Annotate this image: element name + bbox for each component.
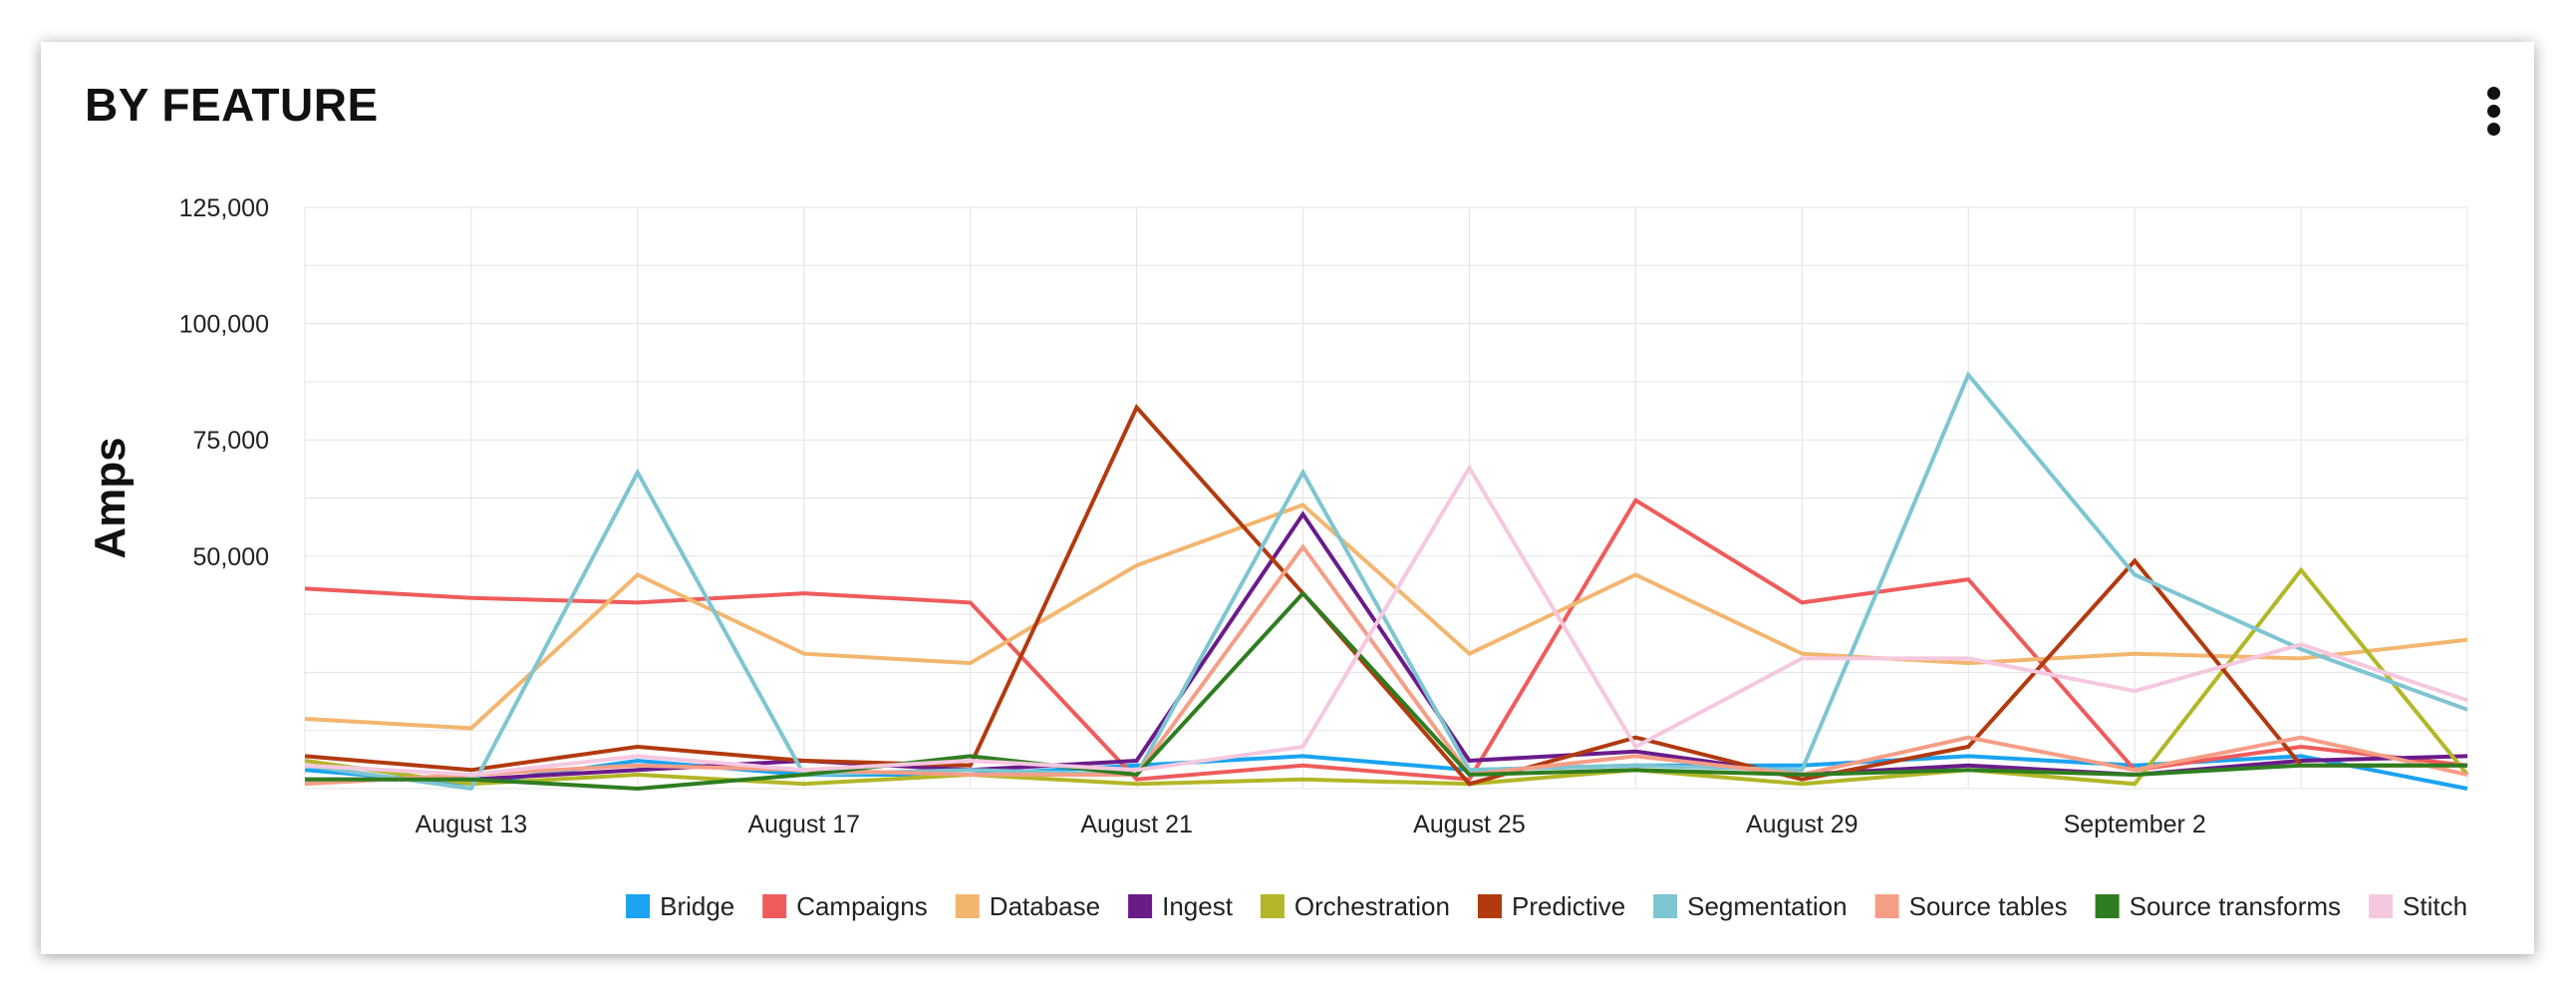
legend-swatch-stitch xyxy=(2369,894,2393,918)
legend-swatch-ingest xyxy=(1128,894,1153,918)
legend-item-stitch: Stitch xyxy=(2369,891,2467,921)
more-vertical-icon xyxy=(2487,87,2500,100)
series-line-database xyxy=(304,502,2468,731)
series-line-source-tables xyxy=(304,543,2468,787)
legend-swatch-predictive xyxy=(1478,894,1502,918)
legend-label-database: Database xyxy=(990,891,1100,921)
more-options-button[interactable] xyxy=(2474,82,2514,142)
card-title: BY FEATURE xyxy=(85,79,379,131)
chart-card: BY FEATURE 50,000 75,000 100,000 125,000 Aug… xyxy=(41,42,2534,954)
legend-swatch-source-tables xyxy=(1874,894,1899,918)
legend-item-ingest: Ingest xyxy=(1128,891,1234,921)
legend: Bridge Campaigns Database Ingest Orchestrati… xyxy=(626,891,2467,921)
y-tick-label: 75,000 xyxy=(193,427,269,455)
legend-swatch-campaigns xyxy=(762,894,787,918)
legend-item-database: Database xyxy=(955,891,1100,921)
series-line-source-transforms xyxy=(305,590,2467,792)
legend-item-predictive: Predictive xyxy=(1478,891,1625,921)
legend-swatch-bridge xyxy=(626,894,651,918)
legend-label-segmentation: Segmentation xyxy=(1687,891,1847,921)
line-chart: 50,000 75,000 100,000 125,000 August 13 Augus… xyxy=(86,194,2469,921)
series-line-orchestration xyxy=(304,566,2469,787)
grid xyxy=(304,206,2468,790)
legend-label-predictive: Predictive xyxy=(1512,891,1625,921)
series-line-segmentation xyxy=(304,371,2468,792)
legend-item-bridge: Bridge xyxy=(626,891,734,921)
legend-label-campaigns: Campaigns xyxy=(796,891,928,921)
y-tick-label: 50,000 xyxy=(193,543,269,571)
legend-label-bridge: Bridge xyxy=(660,891,734,921)
legend-item-source-tables: Source tables xyxy=(1874,891,2068,921)
y-tick-label: 100,000 xyxy=(179,311,269,339)
series-line-predictive xyxy=(304,404,2467,787)
series-line-ingest xyxy=(305,510,2468,782)
x-tick-label: August 13 xyxy=(416,811,528,838)
legend-item-orchestration: Orchestration xyxy=(1260,891,1450,921)
x-tick-label: September 2 xyxy=(2064,811,2206,838)
x-tick-label: August 21 xyxy=(1080,811,1193,838)
legend-item-source-transforms: Source transforms xyxy=(2095,891,2341,921)
legend-item-segmentation: Segmentation xyxy=(1653,891,1848,921)
legend-label-source-tables: Source tables xyxy=(1909,891,2068,921)
y-axis-label: Amps xyxy=(86,437,135,558)
x-tick-label: August 29 xyxy=(1746,811,1859,838)
x-tick-label: August 17 xyxy=(747,811,860,838)
series-line-stitch xyxy=(304,464,2468,778)
more-vertical-icon-dot xyxy=(2487,123,2500,136)
legend-label-orchestration: Orchestration xyxy=(1294,891,1450,921)
series-line-campaigns xyxy=(304,498,2468,782)
legend-swatch-database xyxy=(955,894,980,918)
legend-label-ingest: Ingest xyxy=(1162,891,1234,921)
legend-swatch-orchestration xyxy=(1260,894,1285,918)
legend-label-source-transforms: Source transforms xyxy=(2130,891,2341,921)
legend-swatch-segmentation xyxy=(1653,894,1678,918)
legend-label-stitch: Stitch xyxy=(2403,891,2467,921)
legend-swatch-source-transforms xyxy=(2095,894,2120,918)
legend-item-campaigns: Campaigns xyxy=(762,891,928,921)
more-vertical-icon-dot xyxy=(2487,105,2500,118)
x-tick-label: August 25 xyxy=(1413,811,1526,838)
y-tick-label: 125,000 xyxy=(179,194,269,222)
